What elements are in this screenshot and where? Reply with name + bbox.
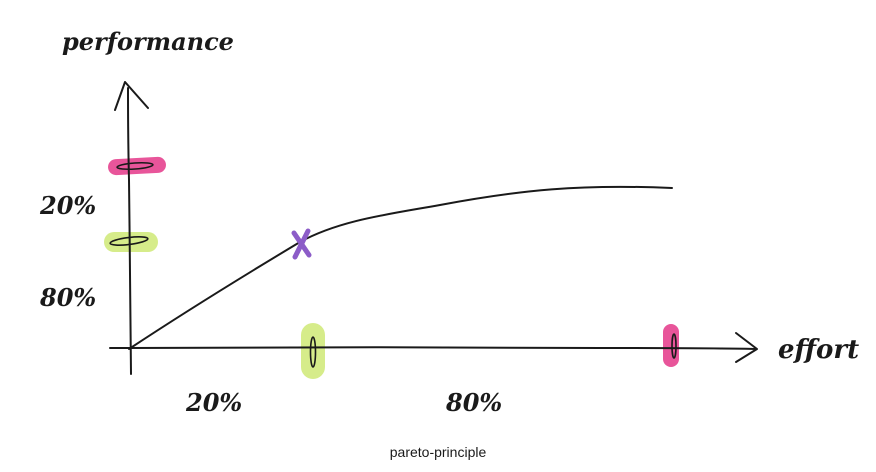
pareto-curve (128, 185, 673, 350)
y-axis-label: performance (62, 27, 234, 56)
y-tick-label-80: 80% (39, 283, 96, 312)
x-axis-arrowhead (735, 332, 758, 363)
tick-marks (109, 161, 677, 368)
x-tick-label-20: 20% (185, 388, 242, 417)
y-tick-label-20: 20% (39, 191, 96, 220)
x-axis-label: effort (778, 335, 859, 365)
x-axis-line (109, 346, 757, 350)
y-axis-arrowhead (114, 81, 149, 111)
y-bottom-tick (109, 236, 149, 246)
y-pink-highlight (108, 156, 166, 176)
axes (109, 81, 758, 375)
x-left-tick (309, 336, 317, 368)
diagram-caption: pareto-principle (389, 444, 487, 460)
y-axis-line (127, 87, 132, 375)
highlights (104, 156, 679, 379)
x-right-tick (671, 333, 677, 359)
marker-stroke-2 (292, 228, 311, 260)
pareto-point-marker (291, 228, 312, 260)
x-green-highlight (301, 323, 325, 379)
x-tick-label-80: 80% (445, 388, 502, 417)
y-top-tick (116, 161, 154, 171)
